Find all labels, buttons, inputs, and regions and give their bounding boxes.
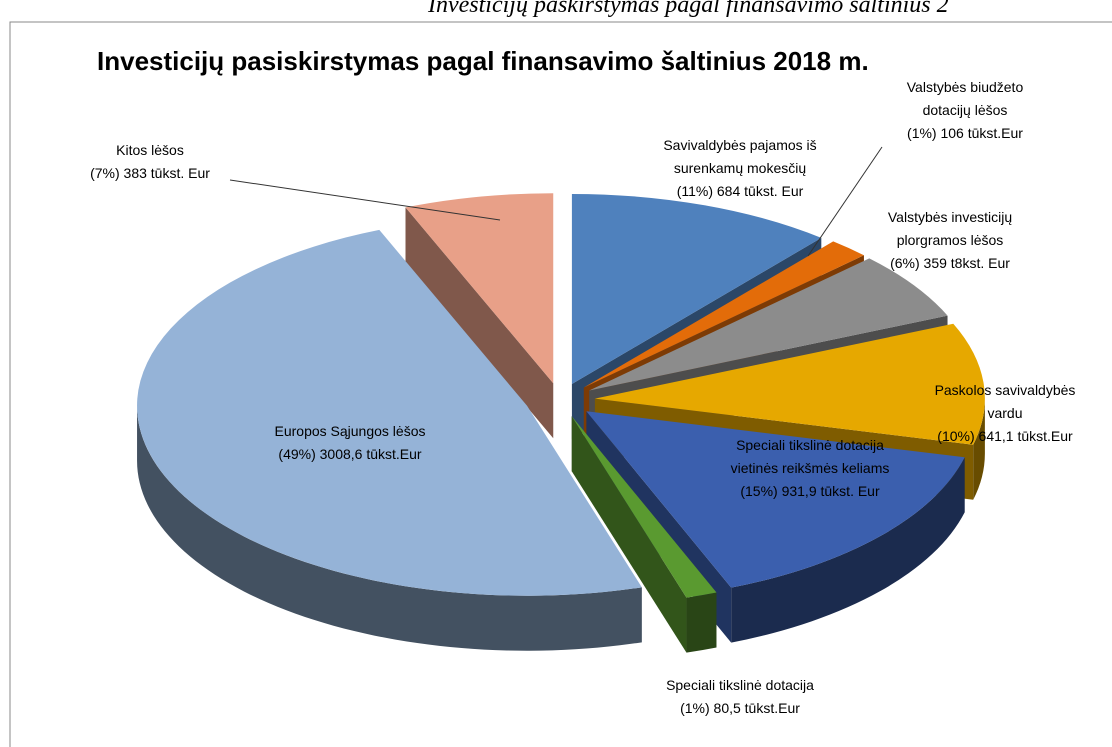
slice-label: Kitos lėšos: [116, 142, 184, 158]
slice-label: plorgramos lėšos: [897, 232, 1004, 248]
value-label: (6%) 359 t8kst. Eur: [890, 255, 1010, 271]
value-label: (11%) 684 tūkst. Eur: [677, 183, 804, 199]
value-label: (1%) 80,5 tūkst.Eur: [680, 700, 800, 716]
slice-label: Valstybės investicijų: [888, 209, 1012, 225]
leader-line: [807, 146, 883, 257]
slice-top: [583, 241, 864, 388]
slice: [405, 193, 554, 439]
slice-label: Valstybės biudžeto: [907, 79, 1024, 95]
slice-wall: [137, 405, 642, 651]
slice-top: [405, 193, 554, 384]
slice-label: vardu: [987, 405, 1022, 421]
slice-label: surenkamų mokesčių: [674, 160, 806, 176]
slice-label: Paskolos savivaldybės: [935, 382, 1076, 398]
slice-label: vietinės reikšmės keliams: [731, 460, 890, 476]
slice-wall: [731, 457, 965, 643]
slice-label: Savivaldybės pajamos iš: [663, 137, 816, 153]
slice-label: Speciali tikslinė dotacija: [666, 677, 814, 693]
slice-label: Europos Sąjungos lėšos: [275, 423, 426, 439]
slice: [571, 416, 717, 653]
slice-label: Speciali tikslinė dotacija: [736, 437, 884, 453]
slice: [137, 229, 642, 651]
slice-top: [571, 193, 822, 384]
slice-top: [571, 416, 717, 598]
slice-wall: [686, 592, 717, 653]
slice-top: [137, 229, 642, 596]
slice-top: [586, 411, 965, 588]
value-label: (1%) 106 tūkst.Eur: [907, 125, 1023, 141]
slice-wall: [973, 398, 985, 500]
slice-label: dotacijų lėšos: [923, 102, 1008, 118]
slice-side: [405, 207, 554, 439]
value-label: (10%) 641,1 tūkst.Eur: [937, 428, 1073, 444]
value-label: (49%) 3008,6 tūkst.Eur: [278, 446, 422, 462]
slice-side: [571, 416, 687, 653]
slice-top: [589, 258, 948, 391]
page-heading: Investicijų paskirstymas pagal finansavi…: [427, 0, 949, 18]
value-label: (15%) 931,9 tūkst. Eur: [740, 483, 880, 499]
leader-line: [229, 179, 501, 221]
chart-title: Investicijų pasiskirstymas pagal finansa…: [97, 46, 869, 76]
value-label: (7%) 383 tūkst. Eur: [90, 165, 210, 181]
slice-top: [594, 323, 985, 445]
